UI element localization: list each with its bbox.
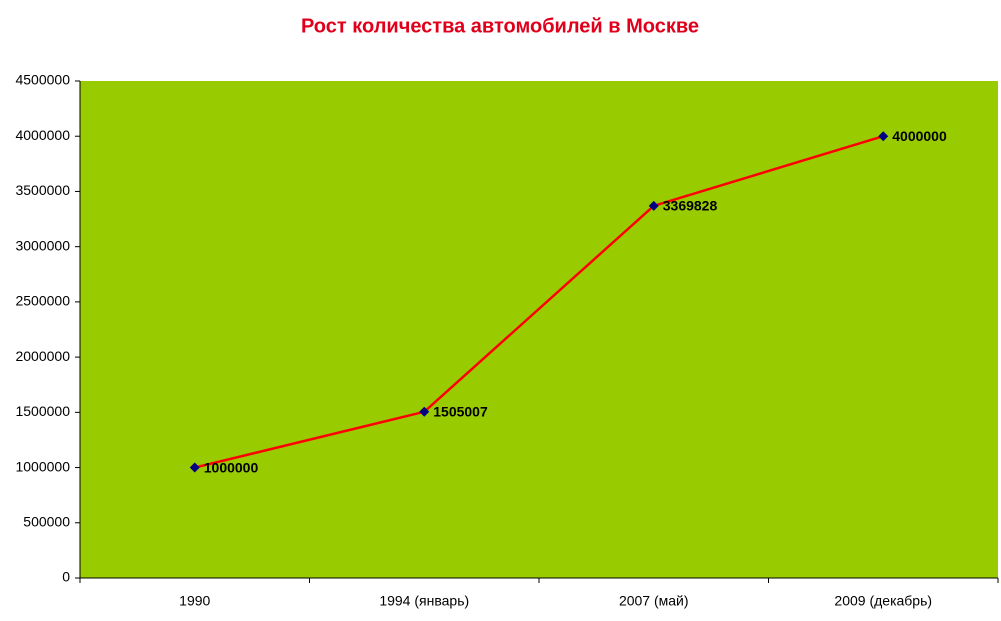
chart-title: Рост количества автомобилей в Москве [301,15,699,37]
line [194,135,884,469]
marker [878,131,889,142]
y-tick-label: 2500000 [15,293,70,309]
x-tick-label: 2007 (май) [619,593,689,609]
marker [189,462,200,473]
data-label: 4000000 [892,128,947,144]
y-tick-label: 0 [62,569,70,585]
y-tick-label: 3500000 [15,182,70,198]
data-label: 3369828 [663,198,718,214]
marker [648,200,659,211]
y-tick-label: 1000000 [15,458,70,474]
x-tick-label: 2009 (декабрь) [834,593,932,609]
x-tick-label: 1990 [179,593,210,609]
y-tick-label: 4500000 [15,72,70,88]
plot-area [80,81,998,578]
y-tick-label: 4000000 [15,127,70,143]
y-tick-label: 500000 [23,513,70,529]
data-label: 1505007 [433,403,488,419]
marker [419,406,430,417]
y-tick-label: 2000000 [15,348,70,364]
x-tick-label: 1994 (январь) [379,593,469,609]
y-tick-label: 3000000 [15,237,70,253]
data-label: 1000000 [204,459,259,475]
y-tick-label: 1500000 [15,403,70,419]
